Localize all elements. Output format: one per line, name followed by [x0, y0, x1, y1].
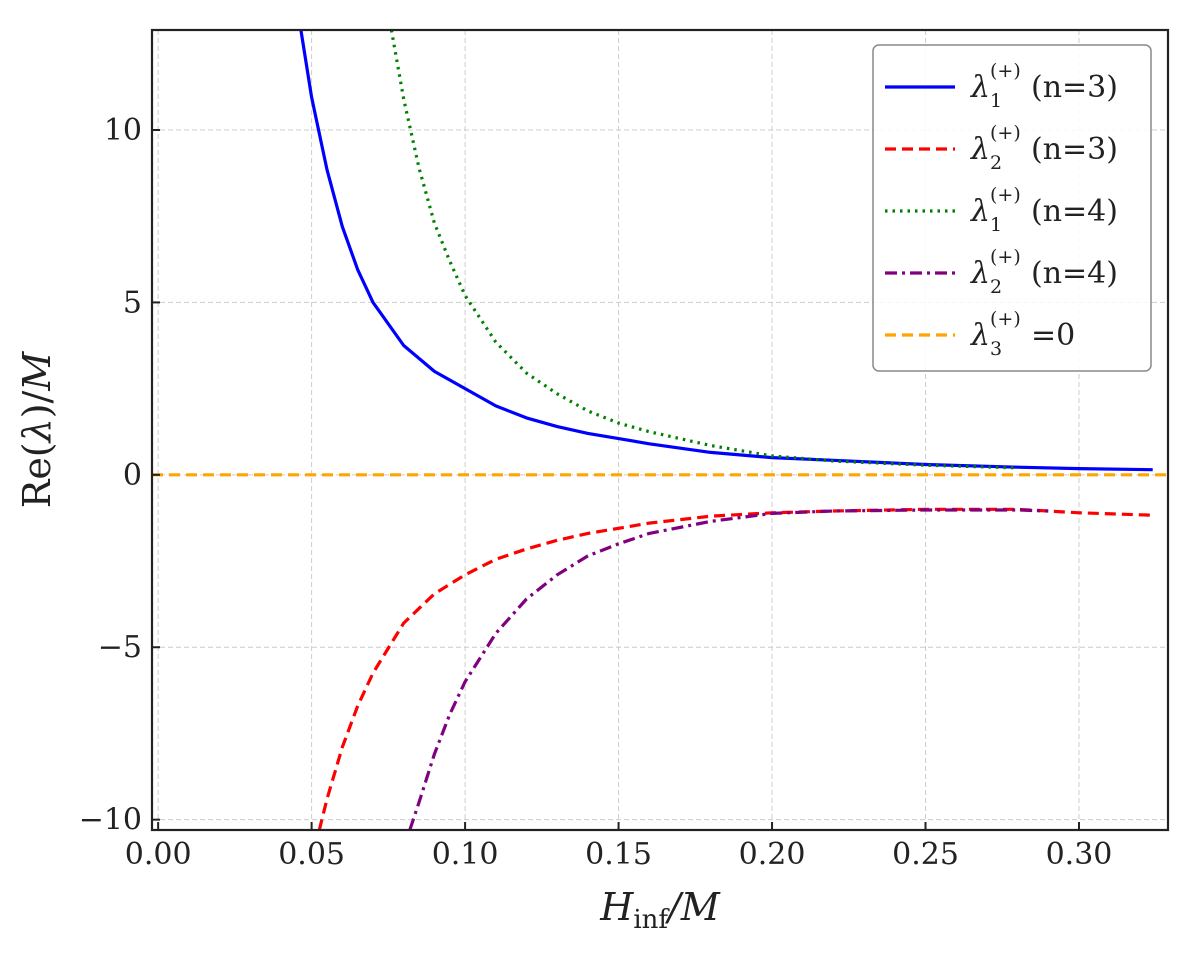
y-axis-label-re: Re(: [15, 442, 59, 508]
legend-subscript: 3: [990, 338, 1002, 360]
legend-superscript: (+): [990, 184, 1021, 206]
legend-subscript: 1: [990, 90, 1002, 112]
y-tick-label: 5: [123, 285, 142, 320]
legend-symbol: λ: [970, 70, 990, 105]
legend-label-5: =0: [1031, 318, 1075, 353]
legend-subscript: 2: [990, 152, 1002, 174]
series-line-3: [389, 30, 1018, 470]
x-tick-label: 0.25: [892, 837, 959, 872]
x-axis-label-symbol: H: [599, 885, 634, 929]
x-axis-label-subscript: inf: [633, 905, 670, 935]
x-tick-label: 0.00: [125, 837, 192, 872]
x-tick-label: 0.30: [1046, 837, 1113, 872]
legend-symbol: λ: [970, 132, 990, 167]
legend-symbol: λ: [970, 194, 990, 229]
legend-superscript: (+): [990, 308, 1021, 330]
legend-subscript: 2: [990, 276, 1002, 298]
ticks: 0.00 0.05 0.10 0.15 0.20 0.25 0.30 −10 −5 0 5 10: [79, 113, 1113, 872]
y-axis-label-m: M: [15, 351, 59, 392]
legend-box: [872, 44, 1152, 372]
y-tick-label: 10: [104, 113, 142, 148]
legend-label-4: (n=4): [1031, 256, 1118, 291]
x-axis-label-rest: /M: [664, 885, 721, 929]
plot-frame: [150, 28, 1170, 832]
x-tick-label: 0.10: [432, 837, 499, 872]
y-axis-label-paren: )/: [15, 390, 59, 418]
legend-superscript: (+): [990, 122, 1021, 144]
x-tick-label: 0.15: [585, 837, 652, 872]
legend: λ 1(+) (n=3)λ 2(+) (n=3)λ 1(+) (n=4)λ 2(+) (…: [872, 44, 1152, 372]
legend-label-2: (n=3): [1031, 132, 1118, 167]
y-axis-label: Re(λ)/M: [15, 351, 59, 509]
series-line-2: [317, 507, 1153, 830]
series-layer: [152, 30, 1168, 830]
legend-symbol: λ: [970, 256, 990, 291]
x-tick-label: 0.20: [739, 837, 806, 872]
legend-label-3: (n=4): [1031, 194, 1118, 229]
grid: [152, 30, 1168, 830]
series-line-4: [408, 508, 1049, 830]
y-tick-label: −10: [79, 803, 142, 838]
axis-labels: Hinf/M Re(λ)/M: [15, 351, 721, 935]
y-tick-label: 0: [123, 458, 142, 493]
legend-symbol: λ: [970, 318, 990, 353]
legend-superscript: (+): [990, 60, 1021, 82]
legend-superscript: (+): [990, 246, 1021, 268]
x-tick-label: 0.05: [278, 837, 345, 872]
legend-subscript: 1: [990, 214, 1002, 236]
legend-label-1: (n=3): [1031, 70, 1118, 105]
y-axis-label-lambda: λ: [15, 418, 59, 444]
series-line-1: [299, 30, 1153, 472]
y-tick-label: −5: [98, 630, 142, 665]
x-axis-label: Hinf/M: [599, 885, 721, 935]
